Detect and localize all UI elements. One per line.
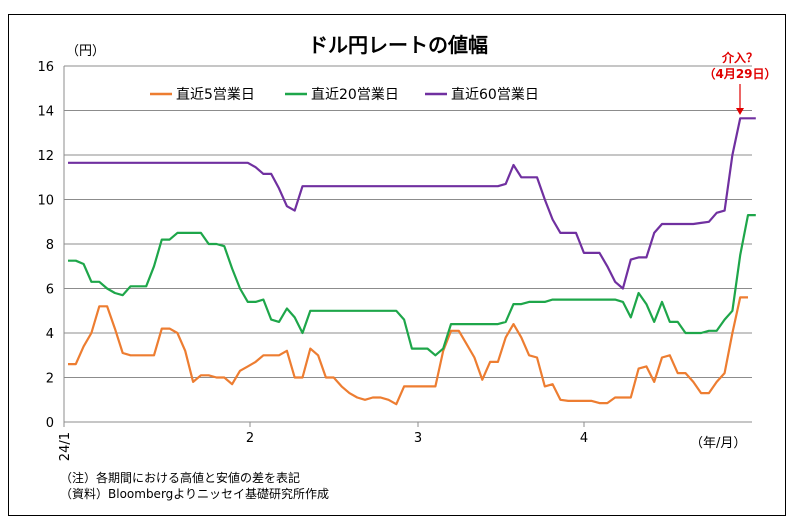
x-tick-label: 4 (580, 431, 588, 446)
y-tick-label: 10 (37, 194, 54, 209)
y-tick-label: 8 (46, 238, 54, 253)
series-line-20d (68, 214, 756, 357)
legend-label-5d: 直近5営業日 (176, 86, 255, 103)
chart-frame (8, 14, 786, 516)
y-tick-label: 2 (46, 372, 54, 387)
annotation-line2: （4月29日） (703, 66, 776, 81)
chart-title: ドル円レートの値幅 (308, 33, 488, 57)
y-tick-label: 0 (46, 416, 54, 431)
annotation-arrowhead (736, 108, 744, 115)
y-tick-label: 16 (37, 60, 54, 75)
y-tick-label: 14 (37, 105, 54, 120)
y-axis-unit: （円） (66, 44, 105, 59)
chart-note: （注）各期間における高値と安値の差を表記 (60, 470, 300, 485)
legend: 直近5営業日 直近20営業日 直近60営業日 (150, 86, 539, 103)
axes: 0 2 4 6 8 10 12 14 16 (37, 60, 752, 431)
y-tick-label: 6 (46, 283, 54, 298)
x-tick-label: 3 (414, 431, 422, 446)
x-tick-label: 2 (246, 431, 254, 446)
y-tick-label: 12 (37, 149, 54, 164)
series-line-60d (68, 117, 756, 290)
x-tick-label: 24/1 (58, 432, 73, 461)
x-ticks: 24/1 2 3 4 (58, 422, 588, 461)
chart-source: （資料）Bloombergよりニッセイ基礎研究所作成 (60, 486, 329, 501)
y-tick-label: 4 (46, 327, 54, 342)
grid (64, 65, 752, 378)
annotation-line1: 介入？ (721, 50, 758, 65)
series-line-5d (68, 296, 748, 406)
x-axis-unit: （年/月） (690, 436, 746, 451)
series-group (68, 84, 756, 406)
legend-label-20d: 直近20営業日 (311, 86, 399, 103)
legend-label-60d: 直近60営業日 (451, 86, 539, 103)
